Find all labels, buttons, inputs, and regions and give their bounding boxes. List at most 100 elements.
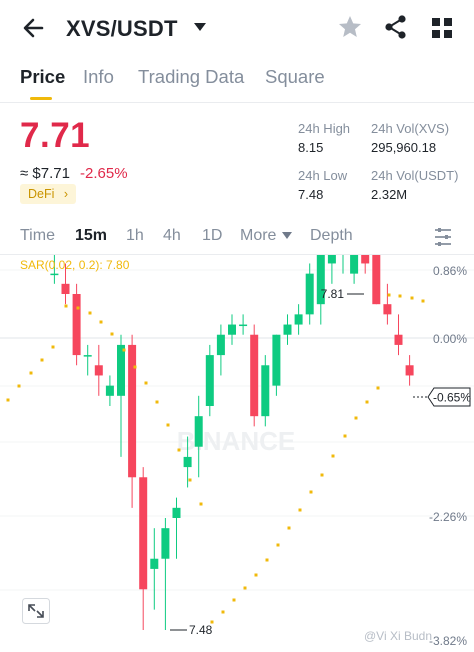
candle-body [128, 344, 137, 478]
divider [0, 102, 474, 103]
interval-1h[interactable]: 1h [126, 227, 144, 244]
sar-dot [265, 558, 269, 562]
sar-dot [122, 348, 126, 352]
tab-info[interactable]: Info [83, 66, 114, 87]
interval-15m[interactable]: 15m [75, 227, 108, 244]
sar-dot [376, 386, 380, 390]
caret-down-icon[interactable] [192, 21, 208, 33]
candle-body [350, 255, 359, 274]
share-icon[interactable] [383, 14, 409, 40]
vol-base-label: 24h Vol(XVS) [371, 121, 450, 136]
axis-label-top: 0.86% [433, 264, 467, 278]
svg-text:-0.65%: -0.65% [433, 391, 471, 405]
category-tag[interactable]: DeFi › [20, 184, 77, 204]
candle-body [61, 283, 70, 294]
caret-down-icon[interactable] [282, 232, 292, 240]
sar-dot [188, 478, 192, 482]
sar-dot [254, 573, 258, 577]
low-marker: 7.48 [189, 623, 213, 637]
sar-dot [76, 306, 80, 310]
arrow-left-icon[interactable] [20, 14, 48, 42]
current-price-tag: -0.65% [427, 387, 471, 407]
sar-dot [287, 526, 291, 530]
candle-body [283, 324, 292, 335]
fiat-price: ≈ $7.71 [20, 165, 70, 182]
chevron-right-icon: › [63, 187, 69, 201]
sar-dot [40, 358, 44, 362]
tab-square[interactable]: Square [265, 66, 325, 87]
candle-body [205, 355, 214, 406]
candle-body [150, 558, 159, 569]
sar-dot [110, 332, 114, 336]
sar-dot [343, 434, 347, 438]
expand-icon[interactable] [22, 598, 50, 624]
candle-body [327, 255, 336, 264]
divider [0, 254, 474, 255]
sar-dot [6, 398, 10, 402]
sar-dots [6, 293, 425, 624]
tab-trading-data[interactable]: Trading Data [138, 66, 245, 87]
sar-dot [421, 299, 425, 303]
sar-dot [243, 586, 247, 590]
sar-dot [410, 296, 414, 300]
interval-more[interactable]: More [240, 227, 277, 244]
vol-base-value: 295,960.18 [371, 140, 437, 155]
sar-dot [387, 293, 391, 297]
sar-dot [210, 620, 214, 624]
interval-4h[interactable]: 4h [163, 227, 181, 244]
tab-price[interactable]: Price [20, 66, 66, 87]
settings-icon[interactable] [432, 227, 454, 247]
candle-body [228, 324, 236, 335]
sar-dot [17, 384, 21, 388]
vol-quote-label: 24h Vol(USDT) [371, 168, 459, 183]
candle-body [250, 334, 259, 417]
interval-1d[interactable]: 1D [202, 227, 223, 244]
candle-body [83, 355, 92, 357]
sar-dot [99, 320, 103, 324]
candles [50, 255, 414, 630]
sar-dot [64, 304, 68, 308]
candle-body [105, 385, 114, 396]
candle-body [316, 255, 325, 305]
candle-body [194, 416, 203, 447]
sar-dot [166, 423, 170, 427]
candle-body [361, 255, 370, 264]
sar-dot [354, 416, 358, 420]
high-label: 24h High [298, 121, 351, 136]
candle-body [139, 477, 148, 590]
sar-dot [51, 345, 55, 349]
sar-dot [320, 473, 324, 477]
candlestick-chart[interactable]: BINANCE 0.86% 0.00% -2.26% -3.82% -0.65%… [0, 255, 474, 652]
sar-dot [199, 502, 203, 506]
candle-body [161, 528, 170, 559]
candle-body [294, 314, 303, 325]
grid-icon[interactable] [430, 16, 454, 40]
price-change: -2.65% [80, 165, 128, 182]
candle-body [183, 456, 192, 468]
axis-label-zero: 0.00% [433, 332, 467, 346]
last-price: 7.71 [20, 116, 91, 155]
candle-body [117, 344, 125, 396]
sar-dot [155, 400, 159, 404]
tab-depth[interactable]: Depth [310, 227, 353, 244]
candle-body [239, 324, 248, 327]
sar-dot [365, 400, 369, 404]
axis-label-bottom: -2.26% [429, 510, 467, 524]
tag-label: DeFi [28, 187, 55, 201]
sar-dot [144, 381, 148, 385]
candle-body [405, 365, 414, 376]
candle-body [383, 304, 392, 315]
sar-dot [221, 610, 225, 614]
high-value: 8.15 [298, 140, 324, 155]
interval-time[interactable]: Time [20, 227, 55, 244]
star-icon[interactable] [337, 14, 363, 40]
candle-body [394, 334, 403, 345]
sar-dot [29, 371, 33, 375]
candle-body [172, 507, 181, 518]
candle-body [216, 334, 225, 356]
candle-body [272, 334, 281, 386]
pair-title[interactable]: XVS/USDT [66, 16, 178, 41]
sar-indicator-label: SAR(0.02, 0.2): 7.80 [20, 258, 130, 272]
sar-dot [398, 294, 402, 298]
credit-text: @Vi Xi Budn [364, 629, 432, 643]
